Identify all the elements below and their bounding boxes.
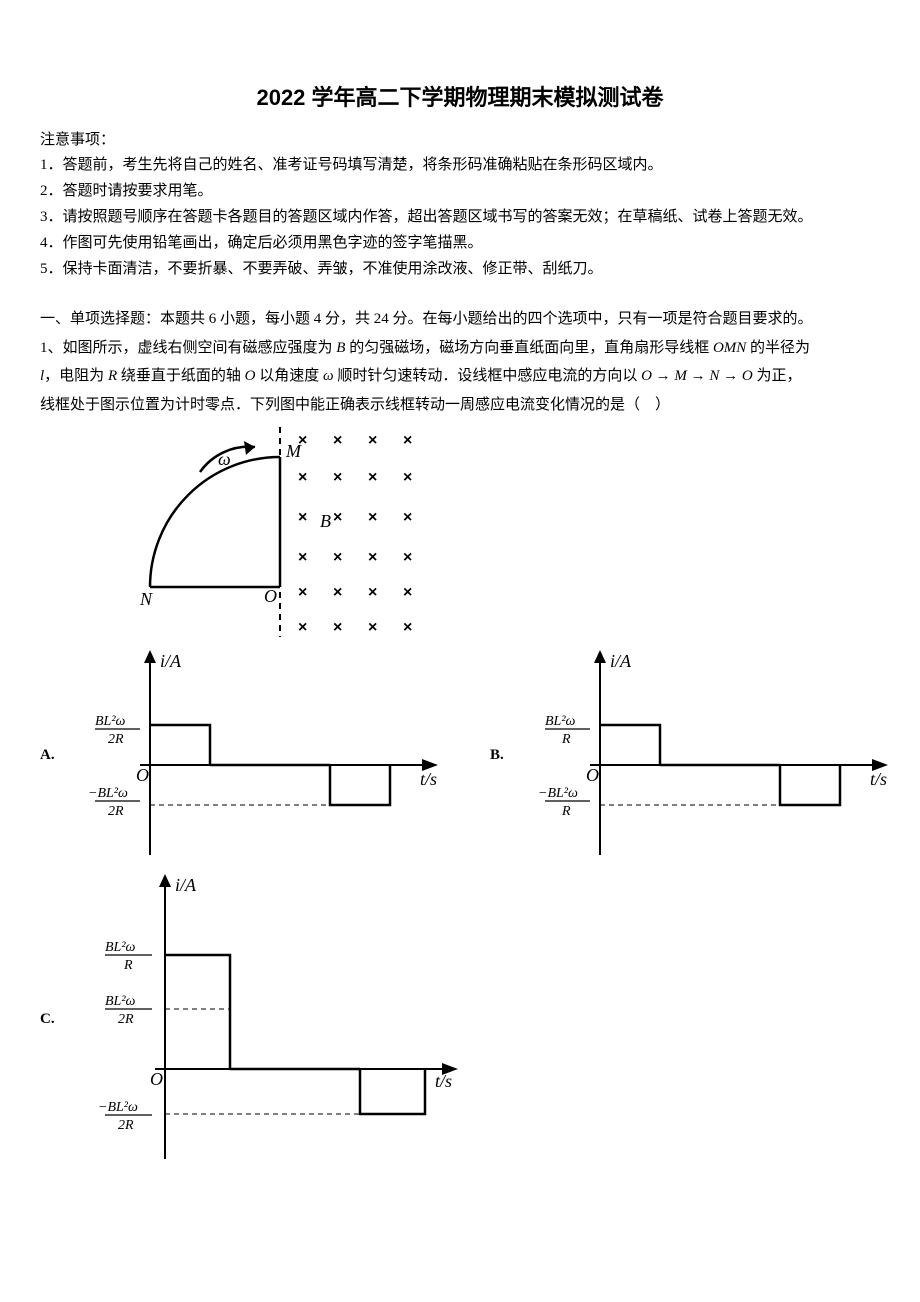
svg-text:×: × bbox=[403, 469, 412, 486]
q1-l1-mid: 的匀强磁场，磁场方向垂直纸面向里，直角扇形导线框 bbox=[345, 340, 713, 356]
q1-l1-post: 的半径为 bbox=[746, 340, 810, 356]
q1-OMN: OMN bbox=[713, 340, 746, 356]
svg-text:2R: 2R bbox=[108, 804, 124, 819]
note-2: 2．答题时请按要求用笔。 bbox=[40, 179, 880, 203]
diagram-omega-label: ω bbox=[218, 449, 231, 469]
svg-text:×: × bbox=[298, 584, 307, 601]
chartB-ytick-neg: −BL²ω R bbox=[538, 786, 590, 819]
svg-text:×: × bbox=[403, 584, 412, 601]
chart-A: i/A t/s O BL²ω 2R −BL²ω 2R bbox=[70, 645, 450, 865]
q1-line3: 线框处于图示位置为计时零点．下列图中能正确表示线框转动一周感应电流变化情况的是（… bbox=[40, 391, 880, 420]
note-4: 4．作图可先使用铅笔画出，确定后必须用黑色字迹的签字笔描黑。 bbox=[40, 231, 880, 255]
options-row-1: A. i/A t/s O BL²ω 2R −BL²ω bbox=[40, 645, 880, 865]
q1-l2-b: 绕垂直于纸面的轴 bbox=[117, 368, 245, 384]
section-heading: 一、单项选择题：本题共 6 小题，每小题 4 分，共 24 分。在每小题给出的四… bbox=[40, 305, 880, 334]
q1-l2-a: ，电阻为 bbox=[44, 368, 108, 384]
note-5: 5．保持卡面清洁，不要折暴、不要弄破、弄皱，不准使用涂改液、修正带、刮纸刀。 bbox=[40, 257, 880, 281]
q1-line2: l，电阻为 R 绕垂直于纸面的轴 O 以角速度 ω 顺时针匀速转动．设线框中感应… bbox=[40, 362, 880, 391]
svg-text:2R: 2R bbox=[118, 1118, 134, 1133]
chart-C: i/A t/s O BL²ω R BL²ω 2R −BL²ω bbox=[70, 869, 470, 1169]
svg-text:×: × bbox=[403, 509, 412, 526]
svg-text:×: × bbox=[333, 469, 342, 486]
notes-heading: 注意事项： bbox=[40, 128, 880, 149]
svg-text:×: × bbox=[403, 619, 412, 636]
chartC-ytick-pos1: BL²ω R bbox=[105, 940, 152, 973]
svg-text:2R: 2R bbox=[108, 732, 124, 747]
page-title: 2022 学年高二下学期物理期末模拟测试卷 bbox=[40, 80, 880, 112]
q1-path: O → M → N → O bbox=[641, 368, 753, 384]
svg-text:BL²ω: BL²ω bbox=[95, 714, 126, 729]
svg-text:×: × bbox=[368, 619, 377, 636]
svg-text:×: × bbox=[333, 549, 342, 566]
chartC-ytick-neg: −BL²ω 2R bbox=[98, 1100, 152, 1133]
option-A: A. i/A t/s O BL²ω 2R −BL²ω bbox=[40, 645, 450, 865]
option-B-label: B. bbox=[490, 747, 510, 764]
option-A-label: A. bbox=[40, 747, 60, 764]
q1-omega: ω bbox=[323, 368, 334, 384]
svg-text:×: × bbox=[333, 432, 342, 449]
diagram-B-label: B bbox=[320, 511, 331, 531]
main-diagram: ×××× ×××× ×××× ×××× ×××× ×××× ω M N O B bbox=[140, 427, 880, 637]
chartA-yaxis: i/A bbox=[160, 651, 182, 671]
option-C: C. i/A t/s O BL²ω R BL²ω 2 bbox=[40, 869, 470, 1169]
svg-text:×: × bbox=[368, 584, 377, 601]
chartC-yaxis: i/A bbox=[175, 875, 197, 895]
svg-text:−BL²ω: −BL²ω bbox=[88, 786, 128, 801]
diagram-M-label: M bbox=[285, 441, 302, 461]
svg-text:×: × bbox=[298, 619, 307, 636]
svg-text:×: × bbox=[368, 549, 377, 566]
svg-text:BL²ω: BL²ω bbox=[105, 940, 136, 955]
q1-line1: 1、如图所示，虚线右侧空间有磁感应强度为 B 的匀强磁场，磁场方向垂直纸面向里，… bbox=[40, 334, 880, 363]
chartC-origin: O bbox=[150, 1069, 163, 1089]
diagram-O-label: O bbox=[264, 586, 277, 606]
svg-text:2R: 2R bbox=[118, 1012, 134, 1027]
chartA-origin: O bbox=[136, 765, 149, 785]
svg-text:−BL²ω: −BL²ω bbox=[538, 786, 578, 801]
q1-l2-c: 以角速度 bbox=[255, 368, 323, 384]
svg-text:R: R bbox=[561, 732, 571, 747]
chartB-ytick-pos: BL²ω R bbox=[545, 714, 590, 747]
svg-text:×: × bbox=[333, 584, 342, 601]
svg-text:×: × bbox=[368, 509, 377, 526]
note-1: 1．答题前，考生先将自己的姓名、准考证号码填写清楚，将条形码准确粘贴在条形码区域… bbox=[40, 153, 880, 177]
options-row-2: C. i/A t/s O BL²ω R BL²ω 2 bbox=[40, 869, 880, 1169]
svg-text:R: R bbox=[123, 958, 133, 973]
q1-l2-d: 顺时针匀速转动．设线框中感应电流的方向以 bbox=[334, 368, 642, 384]
svg-text:R: R bbox=[561, 804, 571, 819]
svg-text:×: × bbox=[333, 619, 342, 636]
note-3: 3．请按照题号顺序在答题卡各题目的答题区域内作答，超出答题区域书写的答案无效；在… bbox=[40, 205, 880, 229]
svg-text:BL²ω: BL²ω bbox=[545, 714, 576, 729]
svg-text:−BL²ω: −BL²ω bbox=[98, 1100, 138, 1115]
chartA-ytick-pos: BL²ω 2R bbox=[95, 714, 140, 747]
page-root: 2022 学年高二下学期物理期末模拟测试卷 注意事项： 1．答题前，考生先将自己… bbox=[0, 0, 920, 1302]
chartB-xaxis: t/s bbox=[870, 769, 887, 789]
option-B: B. i/A t/s O BL²ω R −BL²ω R bbox=[490, 645, 900, 865]
chartC-ytick-pos2: BL²ω 2R bbox=[105, 994, 152, 1027]
q1-O: O bbox=[245, 368, 256, 384]
svg-text:×: × bbox=[298, 549, 307, 566]
chart-B: i/A t/s O BL²ω R −BL²ω R bbox=[520, 645, 900, 865]
q1-l2-e: 为正， bbox=[753, 368, 802, 384]
svg-text:×: × bbox=[403, 432, 412, 449]
svg-text:×: × bbox=[368, 432, 377, 449]
svg-text:×: × bbox=[333, 509, 342, 526]
q1-l1-pre: 1、如图所示，虚线右侧空间有磁感应强度为 bbox=[40, 340, 336, 356]
chartA-ytick-neg: −BL²ω 2R bbox=[88, 786, 140, 819]
chartC-xaxis: t/s bbox=[435, 1071, 452, 1091]
q1-R: R bbox=[108, 368, 117, 384]
diagram-N-label: N bbox=[140, 589, 153, 609]
svg-text:×: × bbox=[298, 509, 307, 526]
chartB-yaxis: i/A bbox=[610, 651, 632, 671]
option-C-label: C. bbox=[40, 1011, 60, 1028]
svg-text:×: × bbox=[298, 469, 307, 486]
chartB-origin: O bbox=[586, 765, 599, 785]
svg-text:×: × bbox=[403, 549, 412, 566]
svg-text:BL²ω: BL²ω bbox=[105, 994, 136, 1009]
svg-text:×: × bbox=[368, 469, 377, 486]
chartA-xaxis: t/s bbox=[420, 769, 437, 789]
